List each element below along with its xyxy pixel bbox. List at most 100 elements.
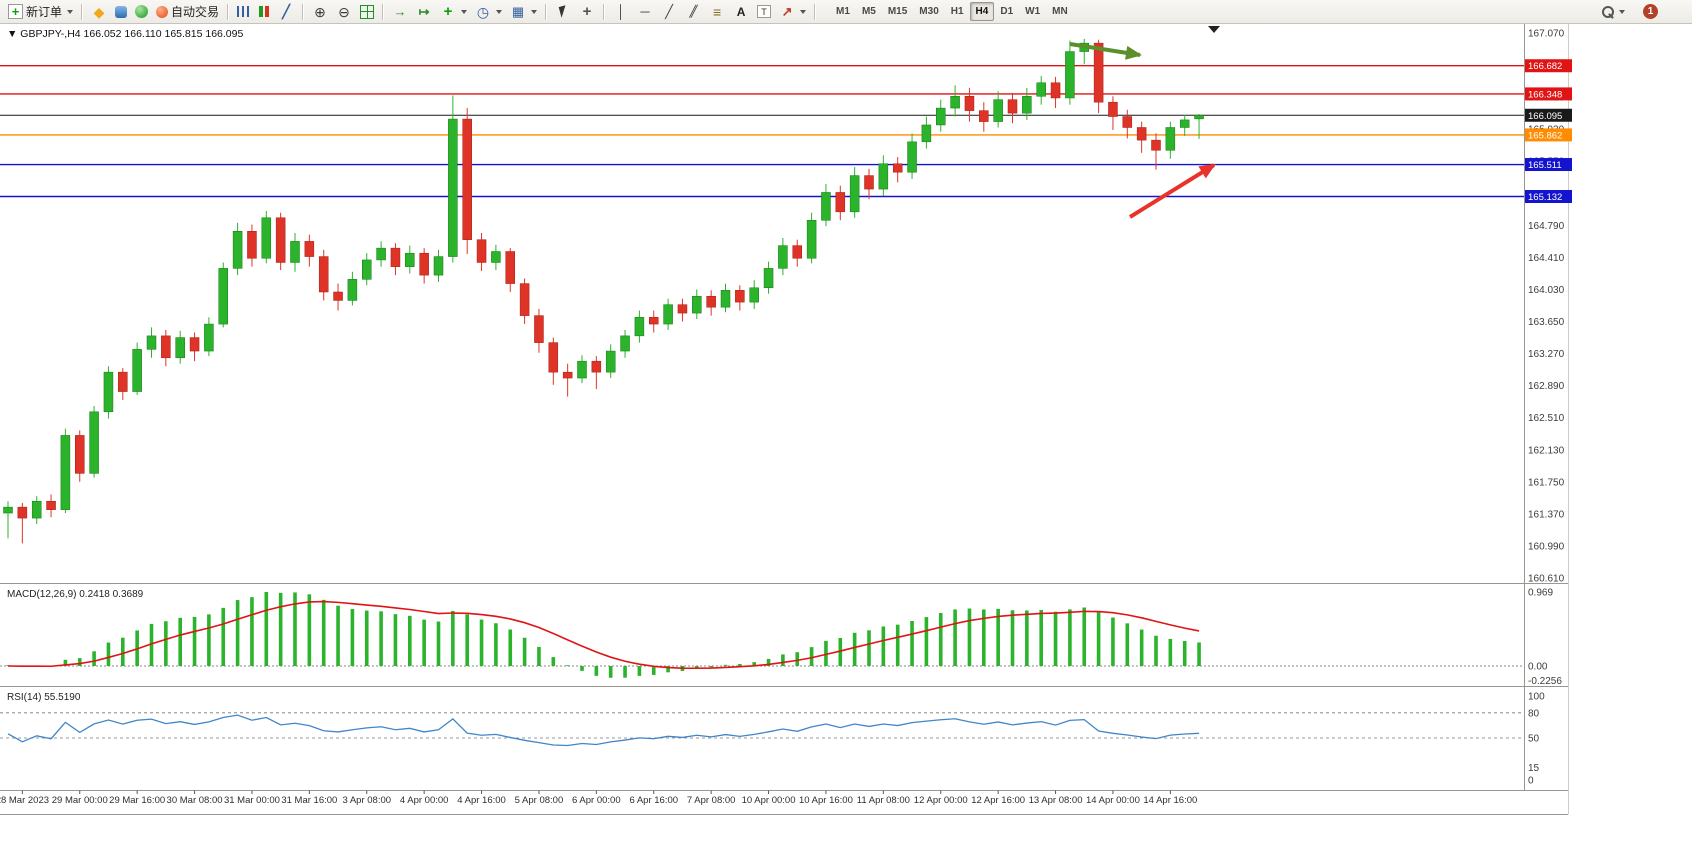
arrow-annotation-1[interactable] <box>1069 42 1143 62</box>
trendline-button[interactable] <box>657 2 681 22</box>
price-tag-166.095 <box>1525 108 1572 122</box>
time-scale[interactable]: 28 Mar 2023 29 Mar 00:00 29 Mar 16:00 30 Ma… <box>0 790 1197 807</box>
timeframe-button-m30[interactable]: M30 <box>913 2 944 21</box>
periods-button[interactable] <box>471 2 506 22</box>
chevron-down-icon <box>461 9 468 14</box>
toolbar-separator <box>814 3 817 20</box>
timeframe-button-m1[interactable]: M1 <box>830 2 856 21</box>
zoom-out-icon <box>336 4 352 20</box>
svg-text:12 Apr 00:00: 12 Apr 00:00 <box>914 795 968 806</box>
autotrading-button[interactable]: 自动交易 <box>152 2 223 22</box>
symbol-ohlc-label: ▼ GBPJPY-,H4 166.052 166.110 165.815 166… <box>7 28 243 40</box>
price-tag-166.682 <box>1525 59 1572 73</box>
chevron-down-icon <box>67 9 74 14</box>
template-icon <box>510 4 526 20</box>
toolbar-separator <box>81 3 84 20</box>
svg-text:6 Apr 16:00: 6 Apr 16:00 <box>629 795 678 806</box>
svg-text:161.370: 161.370 <box>1528 509 1565 520</box>
svg-text:-0.2256: -0.2256 <box>1528 676 1562 687</box>
svg-text:165.511: 165.511 <box>1528 160 1562 171</box>
templates-button[interactable] <box>506 2 541 22</box>
macd-label: MACD(12,26,9) 0.2418 0.3689 <box>7 589 144 600</box>
timeframe-button-m5[interactable]: M5 <box>856 2 882 21</box>
svg-text:162.510: 162.510 <box>1528 413 1565 424</box>
line-chart-icon <box>278 4 294 20</box>
chart-canvas[interactable]: 167.070166.690166.310165.930165.550165.1… <box>0 24 1692 847</box>
tile-windows-button[interactable] <box>356 2 378 22</box>
svg-text:28 Mar 2023: 28 Mar 2023 <box>0 795 49 806</box>
shapes-button[interactable] <box>775 2 810 22</box>
svg-text:29 Mar 00:00: 29 Mar 00:00 <box>52 795 108 806</box>
fibonacci-button[interactable] <box>705 2 729 22</box>
horizontal-line-button[interactable] <box>633 2 657 22</box>
indicators-button[interactable] <box>436 2 471 22</box>
svg-text:30 Mar 08:00: 30 Mar 08:00 <box>167 795 223 806</box>
arrow-annotation-2[interactable] <box>1128 158 1219 219</box>
label-tool-button[interactable] <box>753 2 775 22</box>
autotrading-icon <box>156 5 169 18</box>
rsi-indicator <box>0 712 1524 747</box>
trendline-icon <box>661 4 677 20</box>
svg-text:164.410: 164.410 <box>1528 253 1565 264</box>
profile-button[interactable] <box>111 2 131 22</box>
chevron-down-icon <box>496 9 503 14</box>
search-button[interactable] <box>1598 2 1629 22</box>
vertical-line-icon <box>613 4 629 20</box>
toolbar-separator <box>545 3 548 20</box>
svg-text:165.862: 165.862 <box>1528 130 1562 141</box>
metaeditor-button[interactable] <box>87 2 111 22</box>
cursor-button[interactable] <box>551 2 575 22</box>
label-tool-icon <box>757 5 772 18</box>
crosshair-button[interactable] <box>575 2 599 22</box>
candlestick-icon <box>258 6 271 17</box>
svg-text:167.070: 167.070 <box>1528 29 1565 40</box>
horizontal-line-icon <box>637 4 653 20</box>
line-chart-button[interactable] <box>274 2 298 22</box>
zoom-out-button[interactable] <box>332 2 356 22</box>
svg-text:162.890: 162.890 <box>1528 381 1565 392</box>
new-order-button[interactable]: 新订单 <box>4 2 77 22</box>
svg-text:166.095: 166.095 <box>1528 111 1562 122</box>
timeframe-button-d1[interactable]: D1 <box>994 2 1019 21</box>
bar-chart-button[interactable] <box>233 2 254 22</box>
zoom-in-button[interactable] <box>308 2 332 22</box>
chevron-down-icon <box>531 9 538 14</box>
arrows-shapes-icon <box>779 4 795 20</box>
price-scale[interactable]: 167.070166.690166.310165.930165.550165.1… <box>1528 29 1565 787</box>
timeframe-button-mn[interactable]: MN <box>1046 2 1074 21</box>
tile-windows-icon <box>360 4 375 19</box>
rsi-label: RSI(14) 55.5190 <box>7 692 81 703</box>
svg-text:160.610: 160.610 <box>1528 574 1565 585</box>
timeframe-button-w1[interactable]: W1 <box>1019 2 1046 21</box>
notification-badge[interactable]: 1 <box>1643 4 1658 19</box>
svg-text:31 Mar 00:00: 31 Mar 00:00 <box>224 795 280 806</box>
person-icon <box>115 5 128 18</box>
chart-shift-marker[interactable] <box>1208 26 1220 33</box>
svg-text:10 Apr 16:00: 10 Apr 16:00 <box>799 795 853 806</box>
svg-text:166.348: 166.348 <box>1528 89 1562 100</box>
vertical-line-button[interactable] <box>609 2 633 22</box>
chart-shift-button[interactable] <box>412 2 436 22</box>
new-order-label: 新订单 <box>26 5 63 19</box>
candlestick-chart-button[interactable] <box>254 2 274 22</box>
price-tag-165.132 <box>1525 190 1572 203</box>
text-tool-button[interactable] <box>729 2 753 22</box>
level-lines <box>0 65 1524 198</box>
crosshair-icon <box>579 4 595 20</box>
autotrading-label: 自动交易 <box>171 5 220 19</box>
search-icon <box>1602 5 1614 18</box>
timeframe-button-h1[interactable]: H1 <box>945 2 970 21</box>
fibonacci-icon <box>709 4 725 20</box>
svg-text:0: 0 <box>1528 776 1534 787</box>
toolbar-separator <box>302 3 305 20</box>
auto-scroll-icon <box>392 4 408 20</box>
timeframe-button-h4[interactable]: H4 <box>969 2 995 21</box>
text-tool-icon <box>733 4 749 20</box>
channel-button[interactable] <box>681 2 705 22</box>
timeframe-button-m15[interactable]: M15 <box>882 2 913 21</box>
auto-scroll-button[interactable] <box>388 2 412 22</box>
new-order-icon <box>8 4 23 19</box>
timeframe-group: M1 M5 M15 M30 H1 H4 D1 W1 MN <box>830 2 1074 21</box>
community-button[interactable] <box>131 2 152 22</box>
clock-icon <box>475 4 491 20</box>
